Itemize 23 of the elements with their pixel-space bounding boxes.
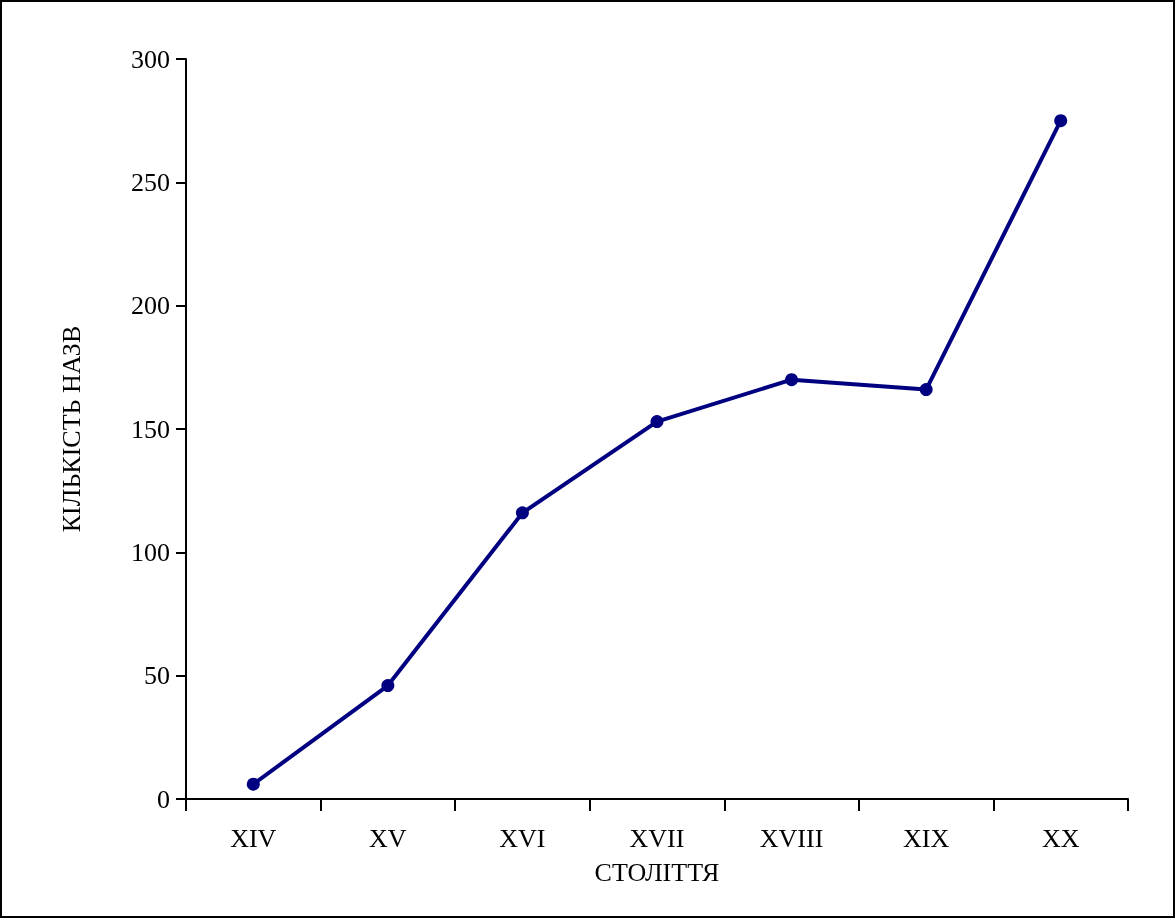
- point: [1054, 114, 1068, 128]
- y-tick-label: 250: [131, 167, 170, 197]
- y-tick-label: 200: [131, 291, 170, 321]
- y-tick-label: 50: [144, 661, 170, 691]
- x-tick-label: XVII: [629, 823, 685, 853]
- point: [785, 373, 799, 387]
- point: [381, 679, 395, 693]
- x-axis-title: СТОЛІТТЯ: [594, 857, 720, 887]
- y-tick-label: 300: [131, 44, 170, 74]
- x-tick-label: XVIII: [759, 823, 824, 853]
- point: [515, 506, 529, 520]
- point: [919, 383, 933, 397]
- y-tick-label: 0: [157, 784, 170, 814]
- x-tick-label: XIX: [903, 823, 950, 853]
- point: [650, 415, 664, 429]
- x-tick-label: XV: [369, 823, 407, 853]
- x-tick-label: XIV: [230, 823, 277, 853]
- y-tick-label: 150: [131, 414, 170, 444]
- y-axis-title: КІЛЬКІСТЬ НАЗВ: [56, 325, 86, 533]
- point: [246, 777, 260, 791]
- x-tick-label: XVI: [499, 823, 546, 853]
- y-tick-label: 100: [131, 537, 170, 567]
- x-tick-label: XX: [1041, 823, 1080, 853]
